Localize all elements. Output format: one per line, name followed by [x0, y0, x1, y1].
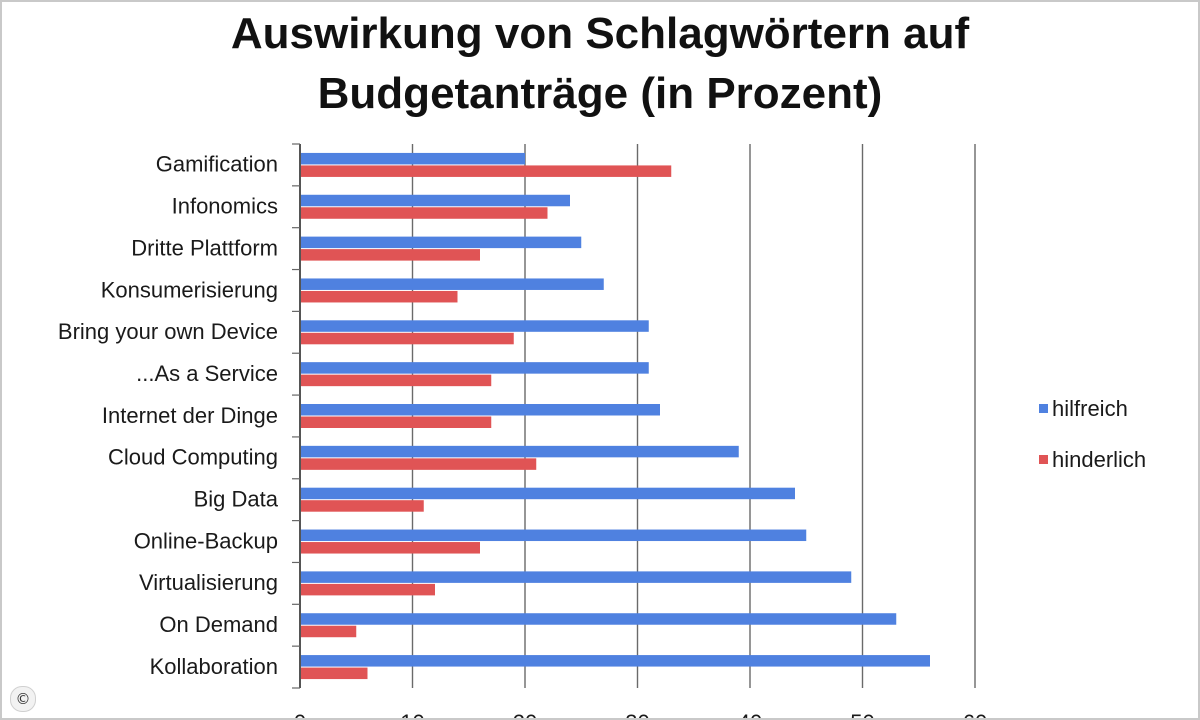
- legend-label-hinderlich: hinderlich: [1052, 447, 1146, 472]
- bar-hinderlich-7: [301, 416, 492, 428]
- chart-title-line-2: Budgetanträge (in Prozent): [317, 69, 883, 118]
- category-label-1: Gamification: [156, 152, 278, 177]
- x-tick-label-30: 30: [625, 710, 649, 718]
- bar-hilfreich-12: [301, 613, 897, 625]
- bar-hinderlich-12: [301, 625, 357, 638]
- category-label-7: Internet der Dinge: [102, 403, 278, 428]
- bar-hilfreich-9: [301, 487, 795, 500]
- x-tick-label-60: 60: [963, 710, 987, 718]
- bar-hinderlich-4: [301, 290, 458, 303]
- bar-hinderlich-1: [301, 165, 672, 177]
- chart-title: Auswirkung von Schlagwörtern auf Budgeta…: [2, 4, 1198, 124]
- bar-hinderlich-3: [301, 249, 480, 261]
- grid-layer: [292, 143, 976, 689]
- bar-hinderlich-10: [301, 542, 480, 554]
- category-label-11: Virtualisierung: [139, 570, 278, 595]
- bar-layer: [301, 152, 930, 680]
- bar-hinderlich-13: [301, 667, 368, 680]
- bar-hilfreich-8: [301, 445, 739, 458]
- bar-hinderlich-2: [301, 207, 548, 219]
- bar-hilfreich-6: [301, 362, 649, 374]
- legend-label-hilfreich: hilfreich: [1052, 396, 1128, 421]
- category-label-10: Online-Backup: [134, 528, 278, 553]
- chart-title-line-1: Auswirkung von Schlagwörtern auf: [230, 9, 970, 58]
- bar-hilfreich-7: [301, 404, 660, 416]
- category-label-3: Dritte Plattform: [131, 235, 278, 260]
- legend-swatch-hilfreich: [1039, 404, 1048, 413]
- bar-hilfreich-1: [301, 152, 525, 165]
- category-label-2: Infonomics: [172, 194, 278, 219]
- bar-hilfreich-5: [301, 320, 649, 332]
- category-label-4: Konsumerisierung: [101, 277, 278, 302]
- bar-hinderlich-5: [301, 332, 514, 345]
- bar-hilfreich-11: [301, 571, 852, 583]
- x-tick-label-10: 10: [400, 710, 424, 718]
- bar-hilfreich-10: [301, 529, 807, 542]
- category-label-12: On Demand: [159, 612, 278, 637]
- category-label-9: Big Data: [194, 487, 279, 512]
- bar-hinderlich-8: [301, 458, 537, 470]
- legend: hilfreich hinderlich: [1039, 396, 1146, 472]
- category-label-5: Bring your own Device: [58, 319, 278, 344]
- x-tick-label-20: 20: [513, 710, 537, 718]
- bar-hilfreich-2: [301, 194, 570, 207]
- category-labels: Gamification Infonomics Dritte Plattform Ko…: [58, 152, 279, 679]
- legend-swatch-hinderlich: [1039, 455, 1048, 464]
- bar-hinderlich-11: [301, 583, 435, 596]
- bar-hilfreich-13: [301, 655, 930, 667]
- bar-hilfreich-3: [301, 236, 582, 249]
- bar-hilfreich-4: [301, 278, 604, 290]
- category-label-8: Cloud Computing: [108, 445, 278, 470]
- x-tick-labels: 0 10 20 30 40 50 60: [294, 710, 987, 718]
- bar-hinderlich-9: [301, 500, 424, 512]
- x-tick-label-50: 50: [850, 710, 874, 718]
- category-label-13: Kollaboration: [150, 654, 278, 679]
- x-tick-label-40: 40: [738, 710, 762, 718]
- x-tick-label-0: 0: [294, 710, 306, 718]
- category-label-6: ...As a Service: [136, 361, 278, 386]
- copyright-icon: ©: [10, 686, 36, 712]
- bar-hinderlich-6: [301, 374, 492, 387]
